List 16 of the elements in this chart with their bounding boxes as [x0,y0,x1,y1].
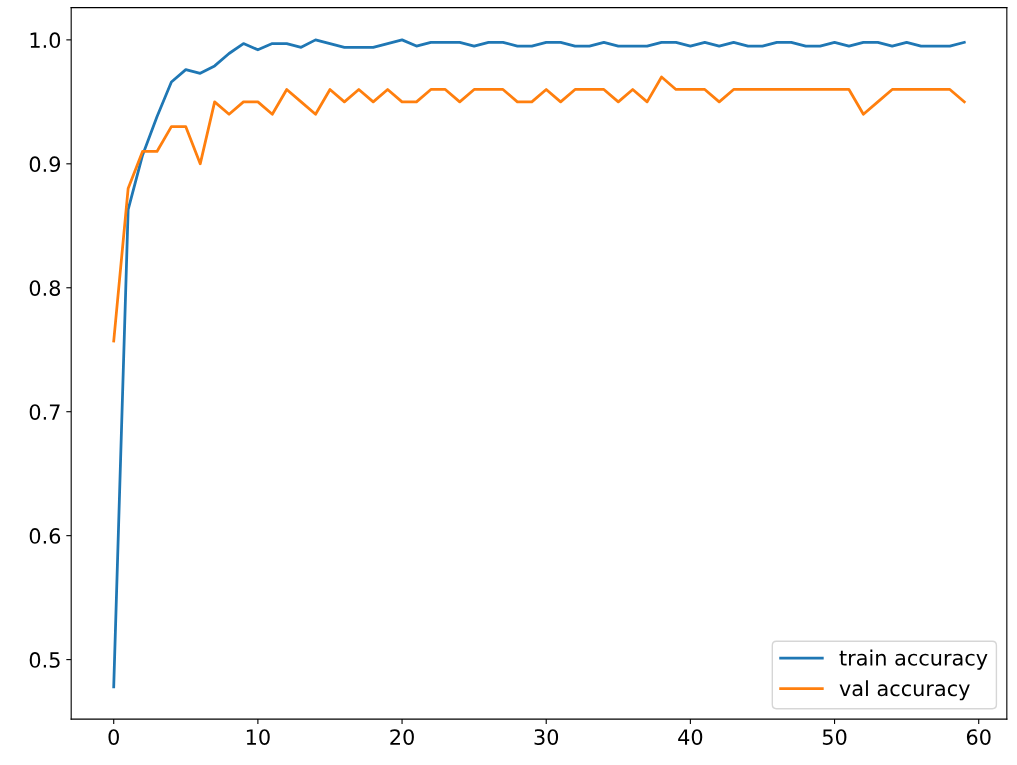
y-tick-label: 0.7 [29,404,60,420]
x-tick-label: 0 [108,729,119,745]
y-tick-label: 0.9 [29,156,60,173]
x-tick-label: 20 [390,729,414,745]
x-tick-label: 10 [246,729,270,745]
y-tick-label: 0.5 [29,652,60,668]
x-tick-label: 40 [678,729,703,745]
x-tick-label: 60 [966,729,991,745]
line-series [112,75,966,343]
y-tick-label: 0.8 [29,280,61,296]
legend-label: train accuracy [839,649,988,670]
x-tick-label: 30 [534,729,559,745]
x-tick-label: 50 [822,729,847,745]
legend-label: val accuracy [839,680,970,701]
y-tick-label: 0.6 [29,528,61,544]
y-tick-label: 1.0 [30,32,61,49]
